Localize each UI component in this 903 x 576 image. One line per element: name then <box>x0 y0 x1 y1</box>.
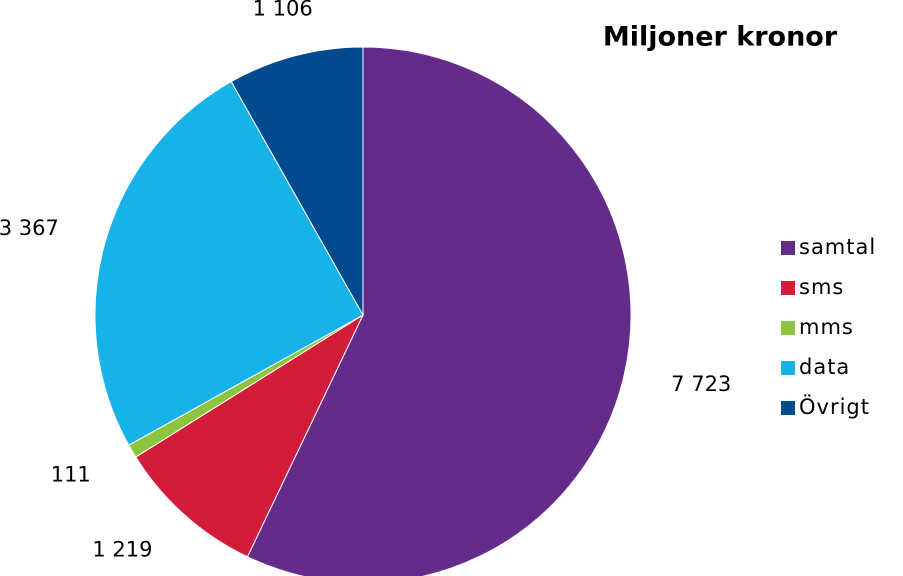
legend-swatch <box>781 361 795 375</box>
data-label: 111 <box>51 463 91 487</box>
pie-slice <box>135 313 365 558</box>
data-label: 1 106 <box>253 0 313 20</box>
legend-label: samtal <box>799 235 876 259</box>
legend-swatch <box>781 321 795 335</box>
chart-title: Miljoner kronor <box>603 22 838 53</box>
legend-label: mms <box>799 315 854 339</box>
pie-slice <box>230 46 364 317</box>
legend-swatch <box>781 241 795 255</box>
pie-slice <box>246 46 632 576</box>
pie-slice <box>94 80 364 446</box>
data-label: 1 219 <box>92 538 152 562</box>
legend-label: sms <box>799 275 844 299</box>
legend-swatch <box>781 281 795 295</box>
data-label: 7 723 <box>671 372 731 396</box>
legend-label: data <box>799 355 850 379</box>
legend-swatch <box>781 401 795 415</box>
legend-label: Övrigt <box>799 394 870 419</box>
data-label: 3 367 <box>0 216 59 240</box>
